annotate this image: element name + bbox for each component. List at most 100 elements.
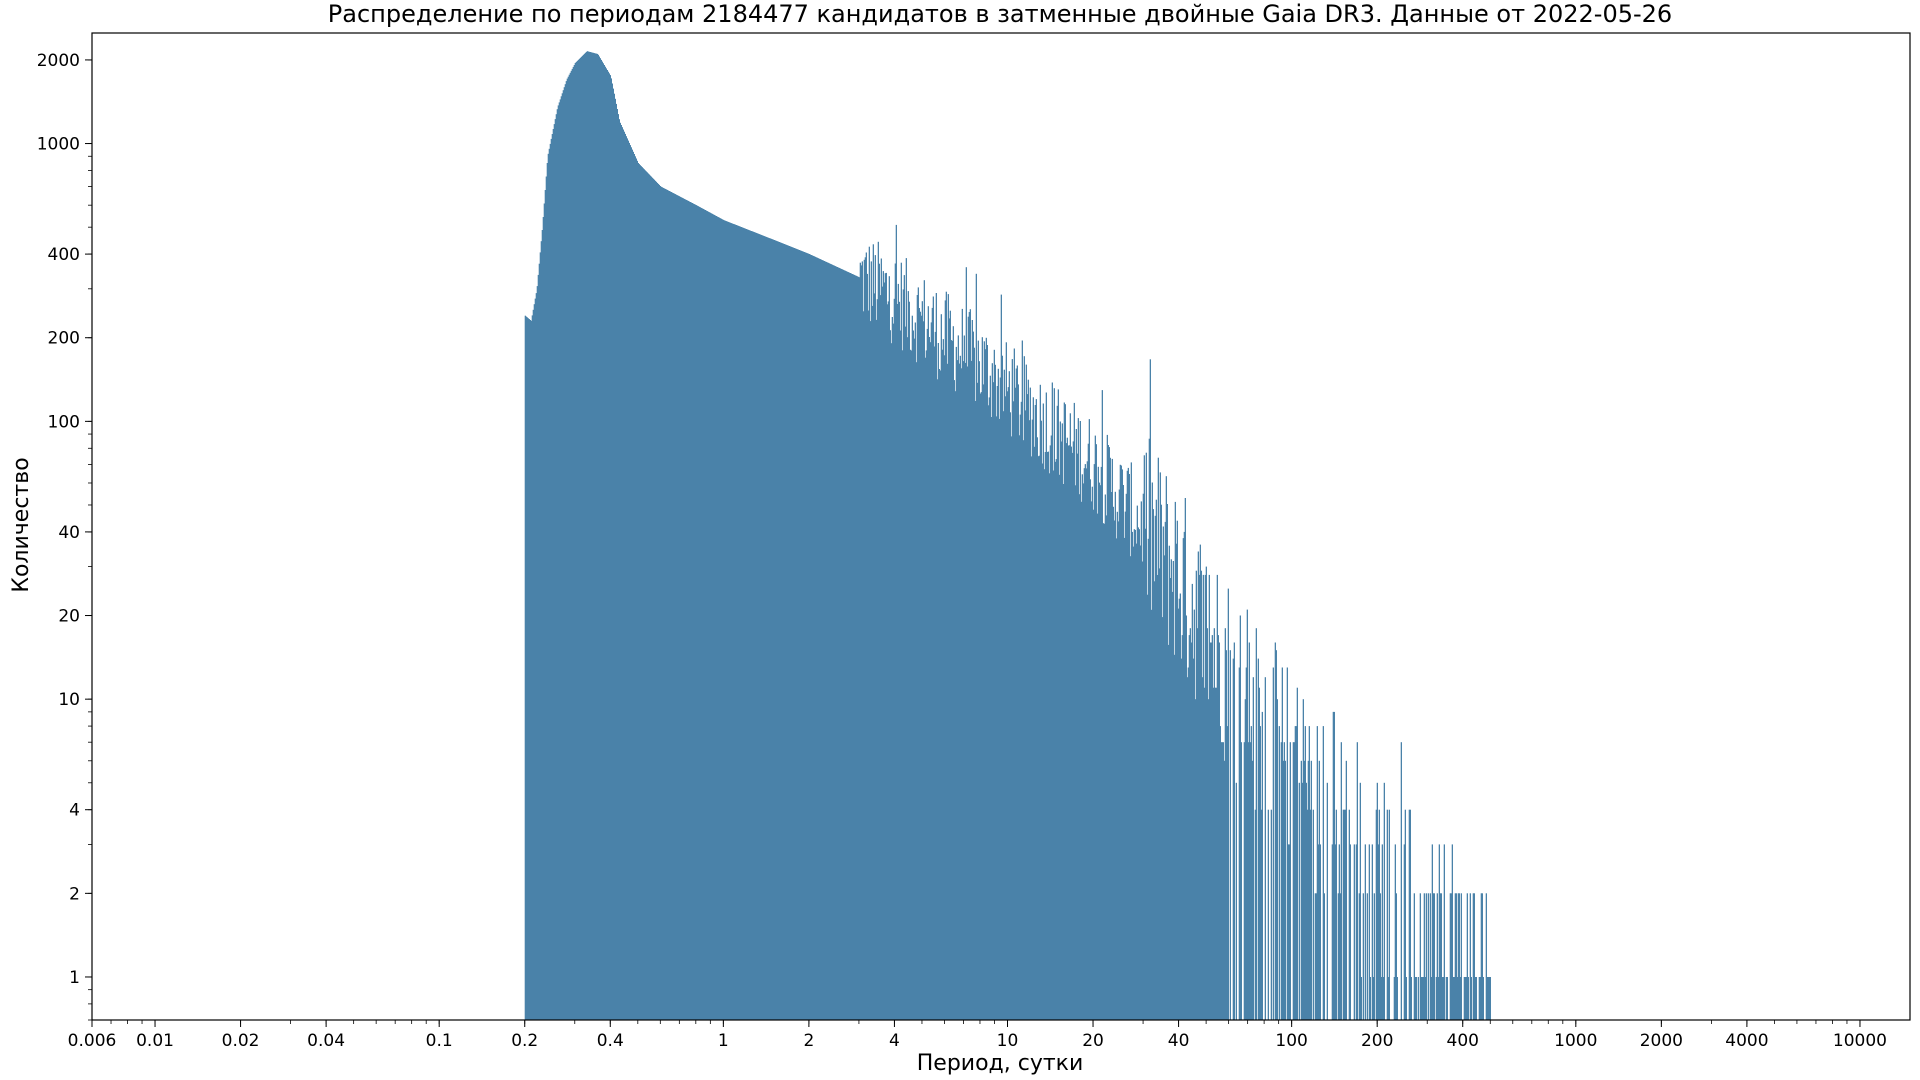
histogram-bar bbox=[1224, 628, 1226, 1020]
histogram-bar bbox=[950, 340, 952, 1021]
histogram-bar bbox=[1131, 531, 1133, 1020]
histogram-bar bbox=[949, 310, 951, 1020]
histogram-bar bbox=[907, 291, 909, 1021]
histogram-bar bbox=[646, 172, 648, 1020]
histogram-bar bbox=[702, 208, 704, 1020]
histogram-bar bbox=[923, 280, 925, 1020]
histogram-bar bbox=[665, 189, 667, 1020]
histogram-bar bbox=[808, 254, 810, 1020]
histogram-bar bbox=[638, 164, 640, 1021]
histogram-bar bbox=[558, 102, 560, 1020]
histogram-bar bbox=[746, 229, 748, 1020]
histogram-bar bbox=[799, 250, 801, 1020]
histogram-bar bbox=[768, 238, 770, 1021]
histogram-bar bbox=[1030, 456, 1032, 1020]
histogram-bar bbox=[1083, 468, 1085, 1020]
x-tick-label: 2000 bbox=[1640, 1031, 1683, 1051]
histogram-bar bbox=[1161, 617, 1163, 1020]
histogram-bar bbox=[1282, 760, 1284, 1020]
histogram-bar bbox=[829, 263, 831, 1020]
histogram-bar bbox=[1056, 405, 1058, 1020]
histogram-bar bbox=[685, 199, 687, 1020]
histogram-bar bbox=[932, 296, 934, 1020]
histogram-bar bbox=[743, 228, 745, 1020]
histogram-bar bbox=[693, 204, 695, 1021]
histogram-bar bbox=[1226, 726, 1228, 1020]
histogram-bar bbox=[1044, 452, 1046, 1020]
histogram-bar bbox=[1227, 588, 1229, 1020]
histogram-bar bbox=[1040, 420, 1042, 1020]
histogram-bar bbox=[532, 309, 534, 1020]
histogram-bar bbox=[694, 204, 696, 1021]
histogram-bar bbox=[686, 200, 688, 1020]
histogram-bar bbox=[1368, 844, 1370, 1020]
histogram-bar bbox=[853, 274, 855, 1020]
histogram-bar bbox=[1146, 594, 1148, 1020]
histogram-bar bbox=[838, 267, 840, 1020]
histogram-bar bbox=[1051, 382, 1053, 1020]
histogram-bar bbox=[1198, 574, 1200, 1020]
histogram-bar bbox=[929, 342, 931, 1020]
histogram-bar bbox=[757, 233, 759, 1020]
histogram-bar bbox=[1152, 509, 1154, 1020]
histogram-bar bbox=[969, 309, 971, 1020]
histogram-bar bbox=[610, 78, 612, 1020]
histogram-bar bbox=[911, 315, 913, 1020]
histogram-bar bbox=[785, 244, 787, 1021]
histogram-bar bbox=[974, 401, 976, 1020]
histogram-bar bbox=[1486, 977, 1488, 1020]
histogram-bar bbox=[1379, 893, 1381, 1020]
histogram-bar bbox=[845, 271, 847, 1020]
histogram-bar bbox=[764, 236, 766, 1020]
histogram-bar bbox=[1489, 977, 1491, 1020]
histogram-bar bbox=[1276, 699, 1278, 1020]
histogram-bar bbox=[640, 166, 642, 1020]
histogram-bar bbox=[697, 206, 699, 1020]
histogram-bar bbox=[1151, 482, 1153, 1020]
histogram-bar bbox=[1028, 420, 1030, 1020]
histogram-bar bbox=[796, 249, 798, 1020]
histogram-bar bbox=[756, 233, 758, 1021]
histogram-bar bbox=[830, 264, 832, 1020]
histogram-bar bbox=[544, 190, 546, 1020]
histogram-bar bbox=[715, 216, 717, 1020]
histogram-bar bbox=[1079, 421, 1081, 1020]
histogram-bar bbox=[1485, 893, 1487, 1020]
histogram-bar bbox=[1158, 568, 1160, 1020]
histogram-bar bbox=[1278, 726, 1280, 1020]
histogram-bar bbox=[866, 273, 868, 1020]
histogram-bar bbox=[1129, 556, 1131, 1020]
histogram-bar bbox=[1463, 977, 1465, 1020]
histogram-bar bbox=[1070, 446, 1072, 1021]
histogram-bar bbox=[1405, 977, 1407, 1020]
histogram-bar bbox=[861, 261, 863, 1020]
histogram-bar bbox=[1478, 977, 1480, 1020]
histogram-bar bbox=[834, 266, 836, 1021]
histogram-bar bbox=[1156, 575, 1158, 1020]
histogram-bar bbox=[690, 202, 692, 1020]
histogram-bar bbox=[650, 176, 652, 1021]
histogram-bar bbox=[870, 261, 872, 1020]
histogram-bar bbox=[1247, 742, 1249, 1020]
histogram-bar bbox=[960, 368, 962, 1020]
histogram-bar bbox=[616, 109, 618, 1020]
histogram-bar bbox=[881, 286, 883, 1021]
histogram-bar bbox=[540, 241, 542, 1020]
histogram-bar bbox=[1192, 658, 1194, 1020]
histogram-bar bbox=[1408, 809, 1410, 1020]
histogram-bar bbox=[1103, 523, 1105, 1020]
histogram-bar bbox=[1095, 444, 1097, 1020]
histogram-bar bbox=[662, 187, 664, 1020]
histogram-bar bbox=[868, 246, 870, 1020]
histogram-bar bbox=[1042, 403, 1044, 1020]
histogram-bar bbox=[761, 235, 763, 1021]
histogram-bar bbox=[812, 255, 814, 1020]
histogram-bar bbox=[953, 380, 955, 1021]
histogram-bar bbox=[758, 234, 760, 1021]
histogram-bar bbox=[1101, 390, 1103, 1021]
histogram-bar bbox=[913, 338, 915, 1021]
histogram-bar bbox=[1452, 977, 1454, 1020]
histogram-bar bbox=[857, 276, 859, 1020]
histogram-bar bbox=[623, 131, 625, 1020]
histogram-bar bbox=[1072, 441, 1074, 1020]
